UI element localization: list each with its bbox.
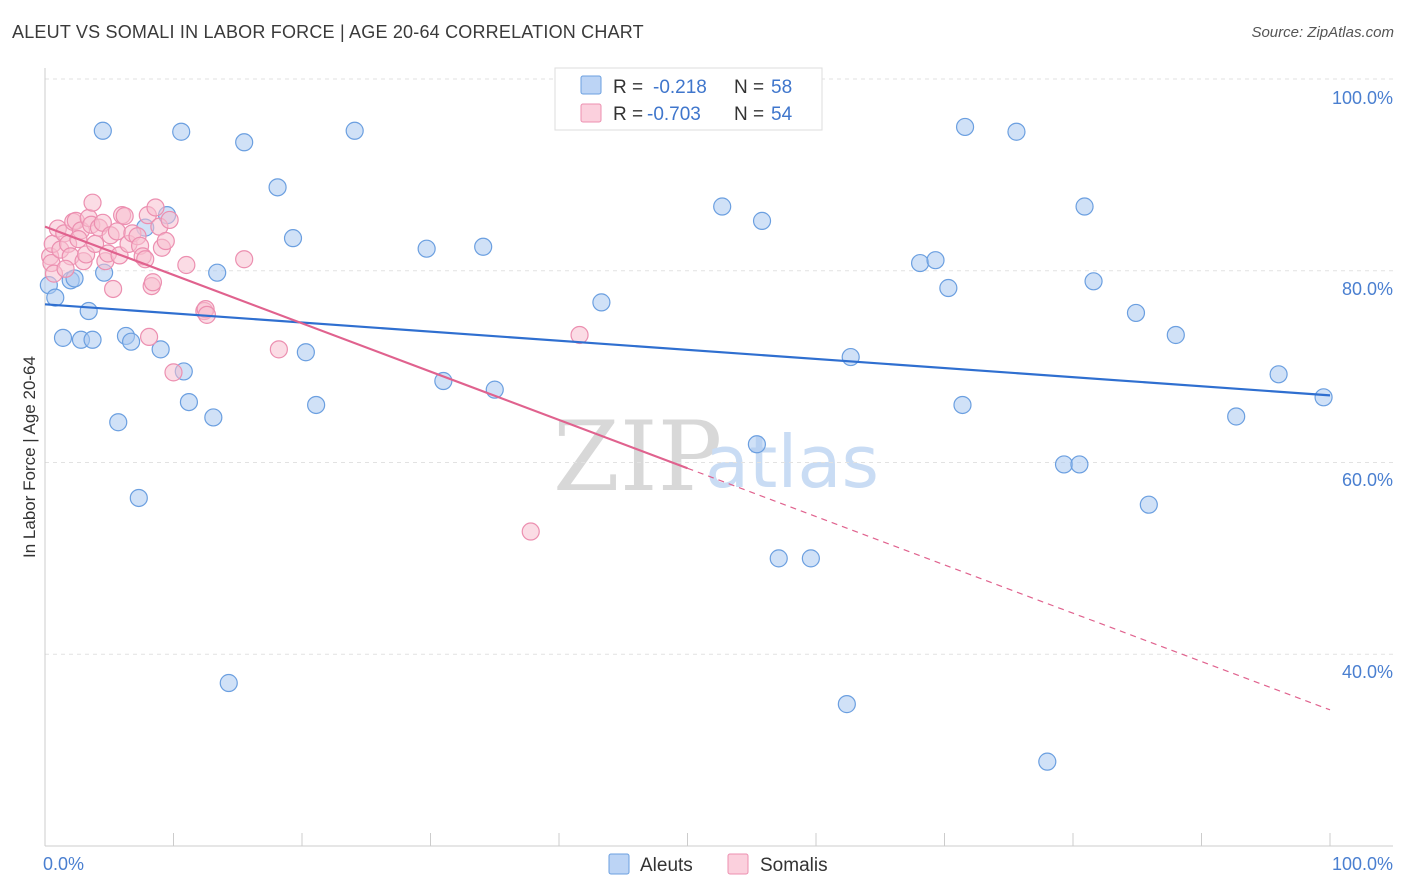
legend-r-value-somalis: -0.703	[647, 104, 701, 125]
x-tick-label-max: 100.0%	[1332, 854, 1393, 874]
point-aleuts-8	[93, 121, 112, 140]
point-aleuts-19	[179, 392, 199, 412]
point-aleuts-46	[1007, 122, 1026, 141]
point-somalis-42	[160, 210, 179, 230]
legend-r-label-somalis: R =	[613, 104, 643, 125]
point-aleuts-50	[1075, 197, 1094, 216]
point-aleuts-25	[283, 229, 303, 248]
point-aleuts-47	[1038, 752, 1057, 771]
point-aleuts-36	[752, 211, 772, 230]
point-aleuts-30	[434, 371, 453, 391]
legend-n-label-somalis: N =	[734, 104, 764, 125]
legend-r-value-aleuts: -0.218	[653, 77, 707, 98]
point-aleuts-15	[151, 340, 170, 359]
point-aleuts-53	[1139, 495, 1158, 514]
point-aleuts-23	[235, 133, 254, 152]
trend-line-somalis	[44, 225, 688, 470]
point-somalis-16	[83, 193, 102, 212]
data-points	[39, 117, 1333, 771]
legend-swatch-aleuts	[580, 75, 602, 95]
point-aleuts-55	[1227, 407, 1246, 426]
chart-title: ALEUT VS SOMALI IN LABOR FORCE | AGE 20-…	[12, 22, 644, 42]
y-tick-label-60: 60.0%	[1342, 470, 1393, 490]
legend-swatch-somalis	[580, 103, 602, 123]
point-aleuts-35	[747, 435, 766, 454]
point-somalis-23	[104, 279, 123, 299]
point-somalis-48	[235, 250, 254, 269]
source-label: Source: ZipAtlas.com	[1251, 24, 1394, 41]
point-aleuts-26	[296, 343, 315, 362]
legend-r-label-aleuts: R =	[613, 77, 643, 98]
point-aleuts-13	[129, 488, 148, 508]
trend-line-aleuts	[44, 303, 1331, 397]
point-aleuts-37	[769, 549, 788, 568]
point-somalis-44	[177, 255, 196, 275]
point-somalis-37	[143, 273, 163, 292]
point-aleuts-12	[121, 332, 141, 351]
x-axis-ticks	[44, 833, 1331, 846]
y-tick-label-40: 40.0%	[1342, 662, 1393, 682]
point-aleuts-20	[204, 408, 223, 427]
point-somalis-38	[146, 198, 165, 217]
point-aleuts-31	[474, 237, 493, 256]
point-aleuts-42	[926, 251, 945, 270]
point-aleuts-57	[1314, 388, 1333, 407]
y-axis-title: In Labor Force | Age 20-64	[20, 356, 39, 558]
point-aleuts-38	[801, 549, 820, 568]
legend-n-value-somalis: 54	[771, 104, 793, 125]
series-legend: Aleuts Somalis	[608, 853, 828, 876]
point-aleuts-34	[713, 197, 732, 216]
point-somalis-43	[164, 363, 183, 382]
gridlines	[45, 78, 1393, 655]
point-aleuts-45	[955, 117, 975, 137]
point-aleuts-43	[939, 278, 958, 298]
point-aleuts-10	[109, 413, 128, 432]
point-aleuts-44	[953, 395, 972, 415]
x-tick-label-min: 0.0%	[43, 854, 84, 874]
point-somalis-41	[156, 231, 175, 251]
point-aleuts-21	[208, 263, 227, 282]
point-somalis-35	[139, 327, 159, 347]
legend-n-value-aleuts: 58	[771, 77, 792, 98]
series-legend-swatch-aleuts	[608, 853, 630, 875]
point-aleuts-2	[53, 328, 73, 347]
point-aleuts-24	[268, 178, 287, 197]
y-tick-label-100: 100.0%	[1332, 88, 1393, 108]
point-aleuts-28	[345, 121, 364, 140]
point-aleuts-27	[307, 395, 326, 415]
point-somalis-27	[115, 207, 134, 226]
point-somalis-52	[56, 259, 75, 278]
point-aleuts-22	[219, 673, 238, 693]
trend-line-extension-somalis	[687, 467, 1331, 711]
point-aleuts-33	[592, 293, 611, 312]
point-aleuts-49	[1070, 455, 1089, 474]
point-aleuts-51	[1084, 272, 1103, 291]
series-legend-label-somalis: Somalis	[760, 855, 828, 876]
point-aleuts-17	[172, 122, 191, 141]
point-somalis-50	[521, 522, 540, 541]
series-legend-label-aleuts: Aleuts	[640, 855, 693, 876]
point-aleuts-54	[1166, 325, 1185, 345]
point-aleuts-41	[910, 253, 930, 273]
point-aleuts-56	[1269, 365, 1288, 384]
point-somalis-49	[269, 340, 288, 359]
point-aleuts-6	[79, 301, 98, 321]
point-aleuts-48	[1054, 455, 1074, 474]
point-aleuts-40	[841, 347, 860, 367]
stats-legend: R = -0.218 N = 58 R = -0.703 N = 54	[554, 67, 823, 131]
point-aleuts-7	[83, 330, 102, 349]
y-tick-label-80: 80.0%	[1342, 279, 1393, 299]
series-legend-swatch-somalis	[727, 853, 749, 875]
point-aleuts-29	[417, 239, 436, 258]
point-aleuts-39	[837, 695, 856, 714]
point-somalis-51	[570, 325, 589, 345]
trend-lines	[44, 225, 1331, 711]
watermark-zip: ZIP	[553, 401, 722, 513]
point-aleuts-52	[1126, 303, 1146, 323]
legend-n-label-aleuts: N =	[734, 77, 764, 98]
